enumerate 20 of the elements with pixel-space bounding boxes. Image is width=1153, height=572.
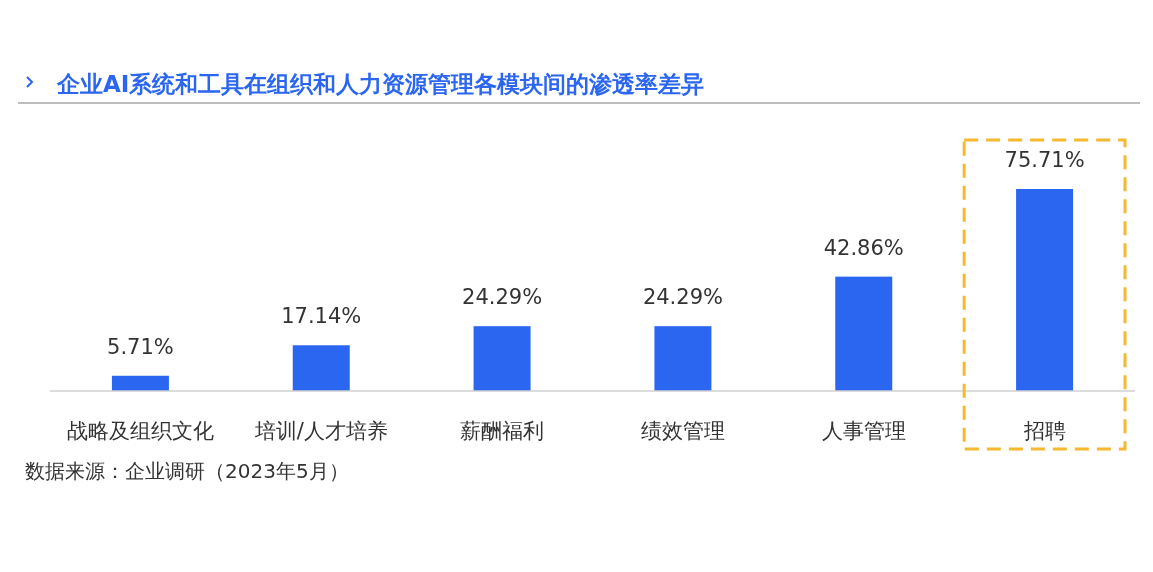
data-label: 5.71% xyxy=(107,334,174,359)
source-note: 数据来源：企业调研（2023年5月） xyxy=(25,459,349,483)
x-tick-label: 绩效管理 xyxy=(640,419,725,443)
x-tick-label: 招聘 xyxy=(1022,419,1066,443)
data-label: 24.29% xyxy=(642,285,723,310)
bar xyxy=(111,375,169,391)
data-label: 17.14% xyxy=(281,304,362,329)
bar xyxy=(835,276,893,391)
chart-title: 企业AI系统和工具在组织和人力资源管理各模块间的渗透率差异 xyxy=(56,71,705,97)
bar xyxy=(473,326,531,391)
x-tick-label: 培训/人才培养 xyxy=(253,419,388,443)
x-tick-label: 人事管理 xyxy=(821,419,906,443)
data-label: 75.71% xyxy=(1004,148,1085,172)
x-tick-label: 战略及组织文化 xyxy=(66,419,214,443)
bar xyxy=(292,345,350,391)
data-label: 24.29% xyxy=(462,285,543,310)
bar xyxy=(1016,189,1074,391)
data-label: 42.86% xyxy=(823,235,904,260)
bar xyxy=(654,326,712,391)
x-tick-label: 薪酬福利 xyxy=(460,419,545,443)
